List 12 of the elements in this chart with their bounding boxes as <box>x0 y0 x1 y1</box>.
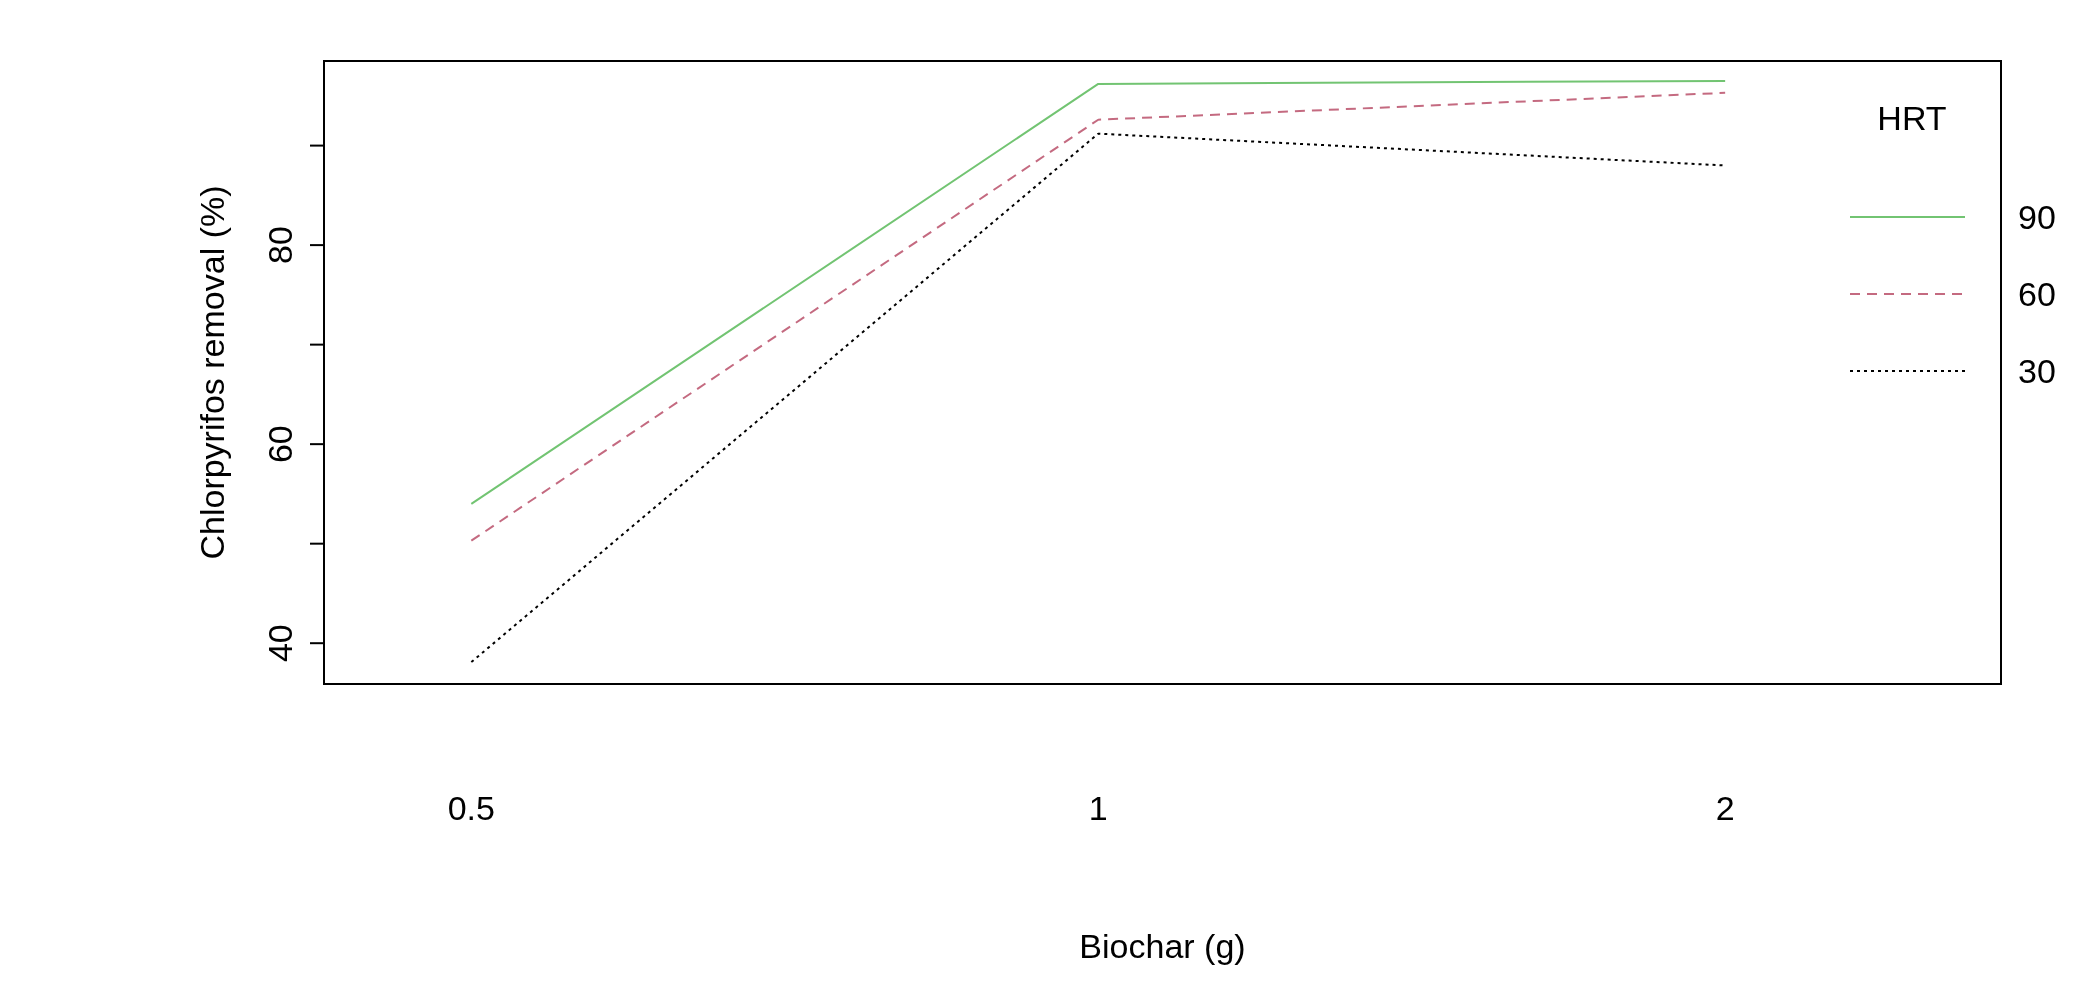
x-tick-label: 0.5 <box>447 789 495 827</box>
x-tick-label: 1 <box>1088 789 1108 827</box>
x-axis-title: Biochar (g) <box>1079 927 1246 965</box>
legend-label: 90 <box>2018 198 2056 236</box>
legend-label: 30 <box>2018 352 2056 390</box>
y-tick-label: 80 <box>261 226 299 265</box>
y-tick-label: 60 <box>261 425 299 464</box>
legend-label: 60 <box>2018 275 2056 313</box>
x-tick-label: 2 <box>1715 789 1735 827</box>
legend-title: HRT <box>1877 99 1947 137</box>
y-tick-label: 40 <box>261 624 299 663</box>
y-axis-title: Chlorpyrifos removal (%) <box>193 185 231 560</box>
